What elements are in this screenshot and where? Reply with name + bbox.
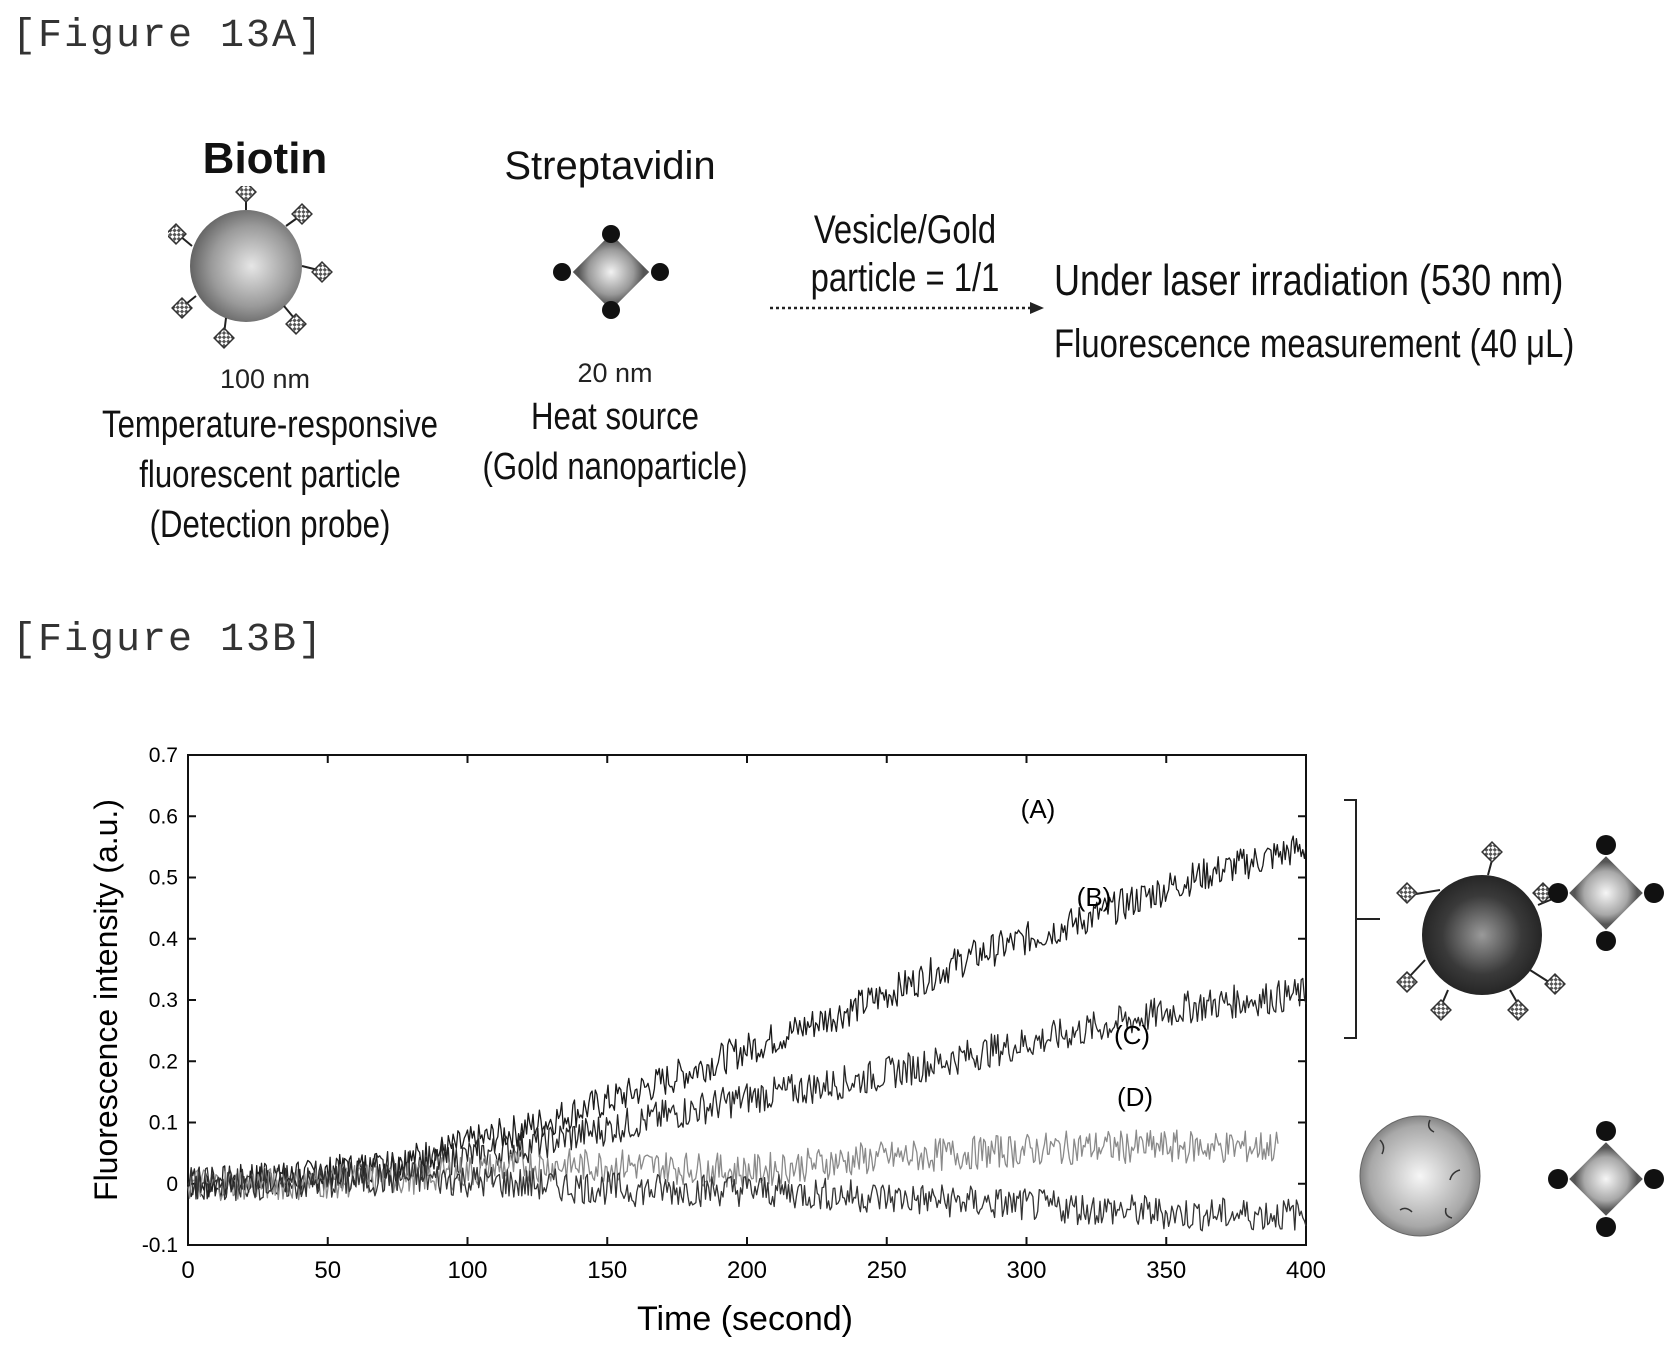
probe-desc-line-1: Temperature-responsive	[102, 404, 438, 446]
fluorescence-chart: 0 50 100 150 200 250 300 350 400-0.100.10.20.30.…	[88, 744, 1664, 1338]
x-tick-label: 350	[1146, 1257, 1186, 1284]
series-label: (A)	[1021, 794, 1056, 824]
gold-desc-line-2: (Gold nanoparticle)	[482, 446, 748, 488]
ratio-text: Vesicle/Gold particle = 1/1	[786, 206, 1024, 302]
y-tick-label: -0.1	[142, 1234, 178, 1257]
series-label: (D)	[1117, 1082, 1153, 1112]
biotin-label: Biotin	[202, 134, 328, 183]
probe-size: 100 nm	[219, 364, 311, 394]
gold-description: Heat source (Gold nanoparticle)	[463, 392, 766, 492]
series-label: (B)	[1077, 882, 1112, 912]
series-labels-layer: (A) (B) (C) (D)	[1021, 794, 1153, 1112]
plot-frame	[187, 754, 1307, 1246]
y-tick-label: 0.3	[149, 989, 178, 1012]
axes-layer: 0 50 100 150 200 250 300 350 400-0.100.10.20.30.…	[142, 744, 1326, 1284]
y-tick-label: 0.7	[149, 744, 178, 767]
y-axis-label: Fluorescence intensity (a.u.)	[88, 799, 124, 1201]
gold-desc-line-1: Heat source	[530, 396, 699, 438]
ratio-line-1: Vesicle/Gold	[813, 208, 997, 252]
gold-size: 20 nm	[577, 358, 653, 388]
laser-condition: Under laser irradiation (530 nm)	[1054, 256, 1563, 306]
unbound-particles-icon	[1359, 1115, 1664, 1237]
series-line-a	[187, 835, 1307, 1199]
biotin-probe-particle-icon	[168, 186, 333, 349]
series-line-d	[187, 1162, 1307, 1232]
y-tick-label: 0.1	[149, 1112, 178, 1135]
y-tick-label: 0	[166, 1173, 178, 1196]
dotted-arrow-icon	[770, 302, 1044, 314]
fluorescence-condition-text: Fluorescence measurement (40 μL)	[1054, 322, 1575, 366]
y-tick-label: 0.6	[149, 805, 178, 828]
x-tick-label: 400	[1286, 1257, 1326, 1284]
x-tick-label: 0	[181, 1257, 194, 1284]
series-layer	[187, 835, 1307, 1232]
y-tick-label: 0.2	[149, 1050, 178, 1073]
x-tick-label: 150	[587, 1257, 627, 1284]
x-tick-label: 100	[447, 1257, 487, 1284]
series-line-c	[187, 1129, 1279, 1202]
figure-13b-label: [Figure 13B]	[12, 618, 325, 663]
fluorescence-condition: Fluorescence measurement (40 μL)	[1054, 322, 1574, 367]
bracket-line	[1344, 799, 1357, 1039]
ratio-line-2: particle = 1/1	[810, 256, 1000, 300]
probe-description: Temperature-responsive fluorescent parti…	[81, 400, 458, 550]
y-tick-label: 0.4	[149, 928, 179, 951]
y-tick-label: 0.5	[149, 867, 178, 890]
x-tick-label: 200	[727, 1257, 767, 1284]
gold-nanoparticle-icon	[553, 225, 669, 319]
x-axis-label: Time (second)	[637, 1300, 853, 1338]
bound-complex-icon	[1396, 835, 1664, 1021]
x-tick-label: 250	[867, 1257, 907, 1284]
x-tick-label: 300	[1006, 1257, 1046, 1284]
probe-desc-line-2: fluorescent particle	[139, 454, 401, 496]
figure-13a-label: [Figure 13A]	[12, 14, 325, 59]
probe-desc-line-3: (Detection probe)	[149, 504, 391, 546]
series-label: (C)	[1114, 1020, 1150, 1050]
laser-condition-text: Under laser irradiation (530 nm)	[1054, 256, 1564, 305]
streptavidin-label: Streptavidin	[504, 144, 716, 188]
x-tick-label: 50	[314, 1257, 341, 1284]
series-line-b	[187, 977, 1307, 1200]
